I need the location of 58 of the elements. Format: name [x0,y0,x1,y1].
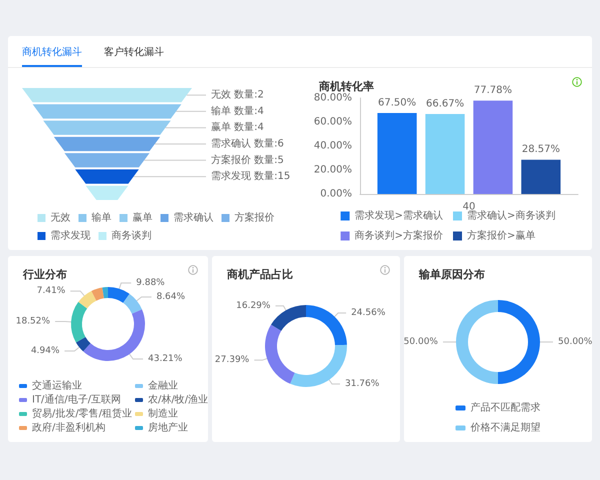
legend-label: 方案报价>赢单 [467,230,536,242]
data-label: 8.64% [156,292,186,302]
text: 需求确认 数量:6 [211,138,284,150]
legend-label: IT/通信/电子/互联网 [32,394,122,406]
text: 无效 数量:2 [211,90,264,101]
data-label: 50.00% [558,337,593,347]
data-label: 66.67% [426,98,464,110]
legend-label: 房地产业 [148,422,188,434]
y-tick-label: 20.00% [314,164,352,176]
legend-label: 贸易/批发/零售/租赁业 [32,408,132,420]
legend-label: 政府/非盈利机构 [32,422,106,434]
text: 方案报价 数量:5 [211,154,284,166]
y-tick-label: 60.00% [314,116,352,128]
data-label: 24.56% [351,308,386,318]
text: 赢单 数量:4 [211,122,264,134]
legend-label: 金融业 [148,380,178,392]
text: 行业分布 [22,268,67,281]
data-label: 18.52% [16,316,51,327]
y-tick-label: 0.00% [320,188,352,200]
y-tick-label: 40.00% [314,140,352,152]
bar [521,160,561,194]
legend-label: 方案报价 [234,212,274,224]
bar [377,113,417,194]
legend-label: 需求发现>需求确认 [354,210,444,222]
legend-label: 价格不满足期望 [470,422,540,434]
bar [425,114,465,194]
chart-title: 输单原因分布 [418,268,485,281]
legend-label: 需求确认>商务谈判 [467,210,556,222]
data-label: 50.00% [404,337,438,347]
data-label: 43.21% [148,354,183,364]
bar [473,100,513,194]
legend-label: 农/林/牧/渔业 [148,394,208,406]
legend-label: 商务谈判>方案报价 [354,230,444,242]
chart-title: 商机产品占比 [226,268,293,281]
legend-label: 输单 [92,212,112,224]
data-label: 4.94% [30,346,60,356]
data-label: 9.88% [136,278,166,288]
chart-title: 商机转化率 [318,80,374,93]
data-label: 7.41% [36,286,66,296]
legend-label: 商务谈判 [112,230,152,242]
text: 输单 数量:4 [211,106,264,117]
legend-label: 产品不匹配需求 [470,402,540,414]
tab[interactable]: 商机转化漏斗 [22,46,82,67]
y-tick-label: 80.00% [314,92,352,104]
data-label: 67.50% [378,98,416,108]
data-label: 28.57% [522,144,560,156]
data-label: 31.76% [345,378,380,389]
text: 需求发现 数量:15 [211,171,290,182]
tab[interactable]: 客户转化漏斗 [104,46,164,67]
data-label: 27.39% [214,355,250,366]
data-label: 16.29% [236,300,271,311]
legend-label: 交通运输业 [32,380,82,392]
legend-label: 无效 [50,212,70,224]
legend-label: 需求发现 [50,230,90,242]
legend-label: 需求确认 [174,212,214,224]
legend-label: 赢单 [132,212,152,224]
data-label: 77.78% [474,85,512,96]
legend-label: 制造业 [148,408,178,420]
